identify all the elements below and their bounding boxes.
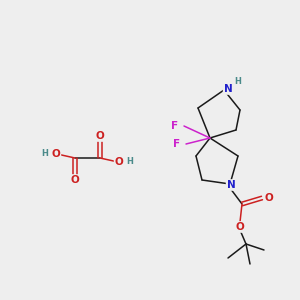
Text: O: O — [96, 131, 104, 141]
Text: O: O — [265, 193, 273, 203]
Text: O: O — [52, 149, 60, 159]
Text: F: F — [173, 139, 181, 149]
Text: O: O — [70, 175, 80, 185]
Text: F: F — [171, 121, 178, 131]
Text: H: H — [235, 77, 242, 86]
Text: N: N — [224, 84, 232, 94]
Text: N: N — [226, 180, 236, 190]
Text: H: H — [42, 149, 48, 158]
Text: O: O — [236, 222, 244, 232]
Text: O: O — [115, 157, 123, 167]
Text: H: H — [127, 158, 134, 166]
